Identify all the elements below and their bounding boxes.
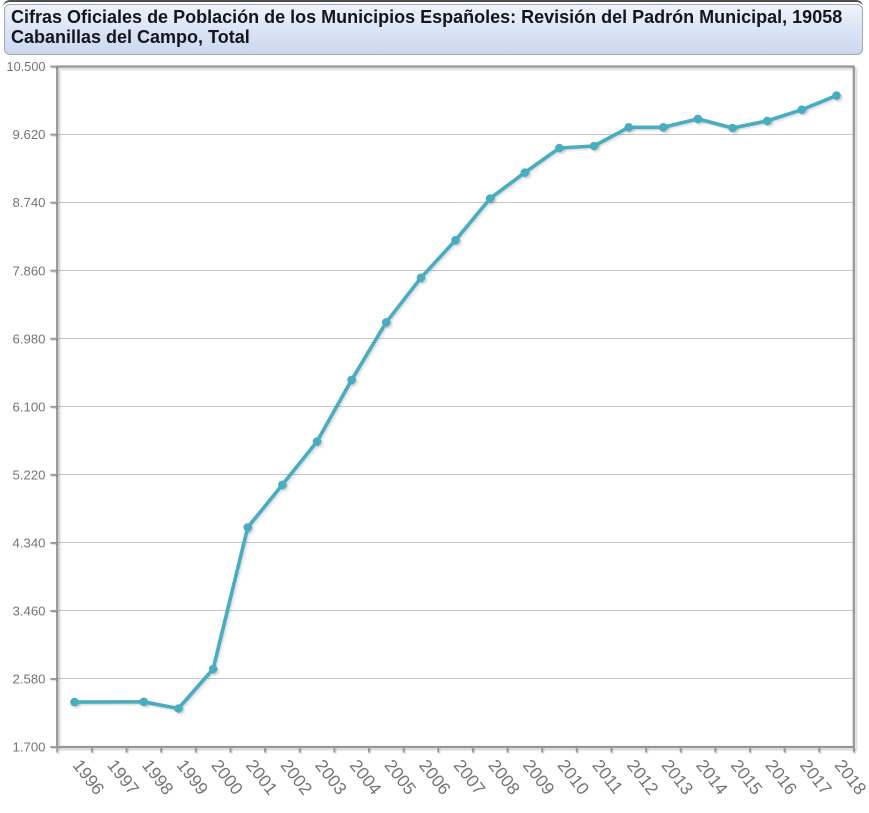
- svg-text:9.620: 9.620: [13, 128, 46, 142]
- svg-text:4.340: 4.340: [13, 536, 46, 550]
- svg-text:2003: 2003: [311, 756, 351, 799]
- svg-text:8.740: 8.740: [13, 196, 46, 210]
- svg-text:2001: 2001: [242, 756, 282, 799]
- svg-text:2009: 2009: [519, 756, 559, 799]
- svg-text:2005: 2005: [380, 756, 420, 799]
- svg-text:2018: 2018: [831, 756, 869, 799]
- svg-text:2008: 2008: [484, 756, 524, 799]
- svg-text:7.860: 7.860: [13, 264, 46, 278]
- svg-text:2011: 2011: [588, 756, 627, 798]
- svg-text:2013: 2013: [658, 756, 698, 799]
- svg-text:6.980: 6.980: [13, 332, 46, 346]
- svg-text:2010: 2010: [554, 756, 594, 799]
- svg-text:5.220: 5.220: [13, 468, 46, 482]
- svg-text:1997: 1997: [103, 756, 143, 799]
- svg-text:2.580: 2.580: [13, 673, 46, 687]
- svg-text:2014: 2014: [692, 756, 732, 799]
- svg-text:2004: 2004: [346, 756, 386, 799]
- svg-text:2015: 2015: [727, 756, 767, 799]
- svg-text:2017: 2017: [796, 756, 836, 799]
- svg-text:2012: 2012: [623, 756, 663, 799]
- svg-text:1.700: 1.700: [13, 741, 46, 755]
- svg-text:2007: 2007: [450, 756, 490, 799]
- svg-text:2016: 2016: [761, 756, 801, 799]
- svg-text:2000: 2000: [207, 756, 247, 799]
- svg-text:2006: 2006: [415, 756, 455, 799]
- svg-text:10.500: 10.500: [7, 60, 46, 74]
- svg-text:1996: 1996: [69, 756, 109, 799]
- svg-text:1998: 1998: [138, 756, 178, 799]
- svg-text:6.100: 6.100: [13, 400, 46, 414]
- svg-text:3.460: 3.460: [13, 605, 46, 619]
- svg-text:1999: 1999: [173, 756, 213, 799]
- svg-text:2002: 2002: [277, 756, 317, 799]
